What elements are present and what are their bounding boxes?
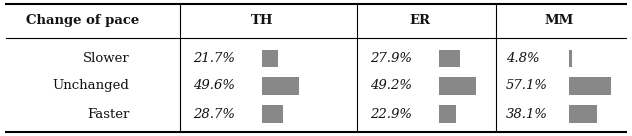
Text: Faster: Faster [87,108,130,121]
Bar [262,77,299,95]
Text: Unchanged: Unchanged [52,79,130,92]
Text: TH: TH [251,14,274,27]
Text: 21.7%: 21.7% [193,52,234,65]
Bar [439,50,460,67]
Text: Slower: Slower [83,52,130,65]
Bar [569,105,597,123]
Bar [569,77,611,95]
Bar [569,50,573,67]
Text: 27.9%: 27.9% [370,52,411,65]
Text: MM: MM [545,14,574,27]
Text: 57.1%: 57.1% [506,79,547,92]
Text: 28.7%: 28.7% [193,108,234,121]
Bar [262,105,283,123]
Text: Change of pace: Change of pace [25,14,139,27]
Bar [439,105,456,123]
Text: 22.9%: 22.9% [370,108,411,121]
Text: 38.1%: 38.1% [506,108,547,121]
Bar [262,50,278,67]
Text: 49.2%: 49.2% [370,79,411,92]
Bar [439,77,475,95]
Text: 49.6%: 49.6% [193,79,234,92]
Text: ER: ER [410,14,431,27]
Text: 4.8%: 4.8% [506,52,539,65]
